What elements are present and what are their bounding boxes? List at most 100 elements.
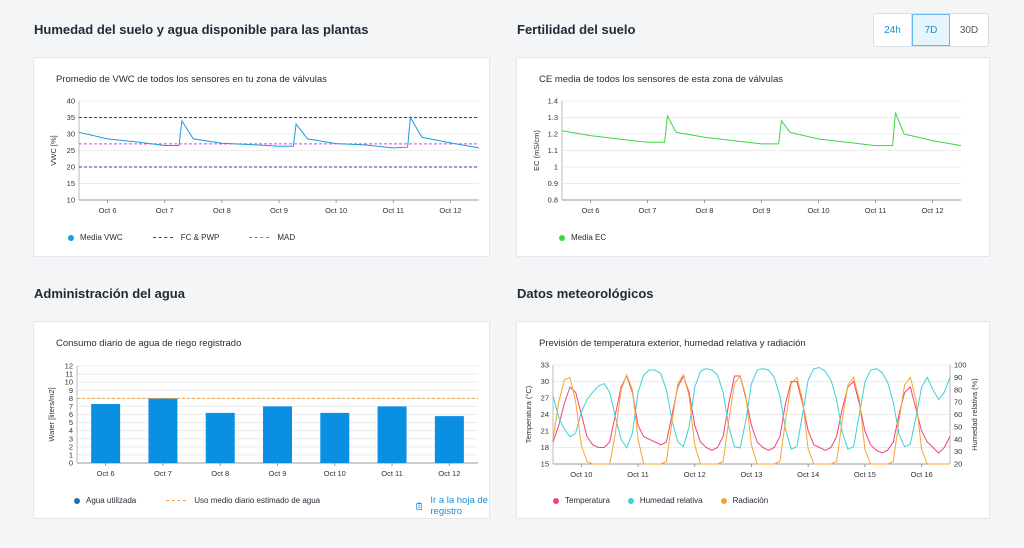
series-line [552, 374, 951, 454]
x-tick-label: Oct 8 [696, 206, 714, 215]
y-tick-label: 0.8 [548, 196, 558, 205]
legend-item-radiacion: Radiación [720, 496, 769, 505]
y-axis-label: EC (mS/cm) [532, 130, 541, 171]
weather-card: Previsión de temperatura exterior, humed… [516, 321, 990, 519]
section-title-weather: Datos meteorológicos [517, 286, 654, 301]
y2-tick-label: 50 [954, 422, 962, 431]
weather-legend: Temperatura Humedad relativa Radiación [553, 496, 798, 505]
y-tick-label: 3 [69, 434, 73, 443]
clipboard-icon [416, 502, 423, 510]
legend-item-humedad: Humedad relativa [627, 496, 703, 505]
range-30d-button[interactable]: 30D [959, 24, 979, 36]
legend-dash-icon [166, 500, 187, 501]
vwc-chart: 10 15 20 25 30 35 40 VWC [%] Oct 6 Oct 7 Oct 8 Oct … [49, 97, 480, 215]
x-tick-label: Oct 11 [865, 206, 887, 215]
ec-legend: Media EC [559, 233, 636, 242]
y2-tick-label: 80 [954, 385, 962, 394]
x-tick-label: Oct 7 [154, 469, 172, 478]
legend-dot-icon [68, 234, 74, 241]
water-card: Consumo diario de agua de riego registra… [33, 321, 490, 519]
y-tick-label: 9 [69, 386, 73, 395]
ec-chart: 0.8 0.9 1 1.1 1.2 1.3 1.4 EC (mS/cm) Oct 6 Oct 7 O… [532, 97, 962, 215]
x-tick-label: Oct 7 [639, 206, 657, 215]
x-tick-label: Oct 13 [740, 470, 762, 479]
x-tick-label: Oct 9 [753, 206, 771, 215]
water-bar [377, 406, 407, 463]
series-line [552, 373, 950, 465]
y-tick-label: 7 [69, 402, 73, 411]
y-tick-label: 33 [541, 361, 549, 370]
water-bar [91, 403, 121, 463]
x-tick-label: Oct 8 [213, 206, 231, 215]
y-tick-label: 40 [67, 97, 75, 106]
legend-label: Temperatura [565, 496, 610, 505]
legend-dot-icon [627, 497, 634, 504]
legend-item-fc-pwp: FC & PWP [152, 233, 219, 242]
water-bar [320, 412, 350, 463]
x-tick-label: Oct 6 [99, 206, 117, 215]
legend-label: Media VWC [80, 233, 123, 242]
y-tick-label: 1.4 [548, 97, 558, 106]
y2-tick-label: 70 [954, 398, 962, 407]
legend-dash-icon [249, 237, 270, 238]
y-tick-label: 1 [69, 450, 73, 459]
ec-card-title: CE media de todos los sensores de esta z… [539, 74, 783, 85]
x-tick-label: Oct 10 [324, 469, 346, 478]
water-card-title: Consumo diario de agua de riego registra… [56, 338, 242, 349]
water-bar [148, 398, 178, 463]
legend-label: Media EC [571, 233, 607, 242]
legend-dot-icon [559, 234, 565, 241]
vwc-card: Promedio de VWC de todos los sensores en… [33, 57, 490, 257]
x-tick-label: Oct 12 [438, 469, 460, 478]
y-tick-label: 11 [65, 370, 73, 379]
range-24h-button[interactable]: 24h [874, 14, 912, 46]
x-tick-label: Oct 16 [911, 470, 933, 479]
y2-tick-label: 100 [954, 361, 967, 370]
legend-dot-icon [720, 497, 727, 504]
water-legend: Agua utilizada Uso medio diario estimado… [74, 496, 350, 505]
x-tick-label: Oct 12 [921, 206, 943, 215]
go-to-log-sheet-link[interactable]: Ir a la hoja de registro [416, 495, 489, 517]
range-7d-button[interactable]: 7D [912, 14, 950, 46]
y2-tick-label: 60 [954, 410, 962, 419]
y-axis-label: VWC [%] [49, 135, 58, 165]
section-title-fertility: Fertilidad del suelo [517, 22, 636, 37]
legend-item-mad: MAD [249, 233, 295, 242]
x-tick-label: Oct 11 [381, 469, 403, 478]
y-tick-label: 4 [69, 426, 73, 435]
legend-dot-icon [553, 497, 559, 504]
legend-label: Uso medio diario estimado de agua [194, 496, 321, 505]
x-tick-label: Oct 10 [570, 470, 592, 479]
y-tick-label: 30 [67, 130, 75, 139]
legend-item-agua-utilizada: Agua utilizada [74, 496, 136, 505]
x-tick-label: Oct 8 [211, 469, 229, 478]
y-tick-label: 15 [67, 179, 75, 188]
x-tick-label: Oct 11 [383, 206, 405, 215]
y-tick-label: 12 [65, 362, 73, 371]
y2-tick-label: 40 [954, 435, 962, 444]
water-bar [263, 406, 292, 463]
y-tick-label: 15 [541, 460, 549, 469]
x-tick-label: Oct 9 [270, 206, 288, 215]
y-tick-label: 35 [67, 113, 75, 122]
y-tick-label: 10 [67, 196, 75, 205]
y-tick-label: 0 [69, 459, 73, 468]
x-tick-label: Oct 10 [325, 206, 347, 215]
section-title-water-admin: Administración del agua [34, 286, 185, 301]
legend-label: Radiación [732, 496, 769, 505]
y-tick-label: 30 [541, 377, 549, 386]
x-tick-label: Oct 9 [269, 469, 287, 478]
y-tick-label: 1.1 [548, 146, 558, 155]
x-tick-label: Oct 12 [439, 206, 461, 215]
vwc-legend: Media VWC FC & PWP MAD [68, 233, 325, 242]
y-tick-label: 8 [69, 394, 73, 403]
vwc-card-title: Promedio de VWC de todos los sensores en… [56, 74, 327, 85]
y2-tick-label: 30 [954, 447, 962, 456]
series-line [561, 112, 962, 147]
x-tick-label: Oct 14 [797, 470, 819, 479]
y2-axis-label: Humedad relativa (%) [970, 378, 979, 451]
legend-label: Agua utilizada [86, 496, 137, 505]
weather-card-title: Previsión de temperatura exterior, humed… [539, 338, 806, 349]
y-tick-label: 1 [554, 163, 558, 172]
